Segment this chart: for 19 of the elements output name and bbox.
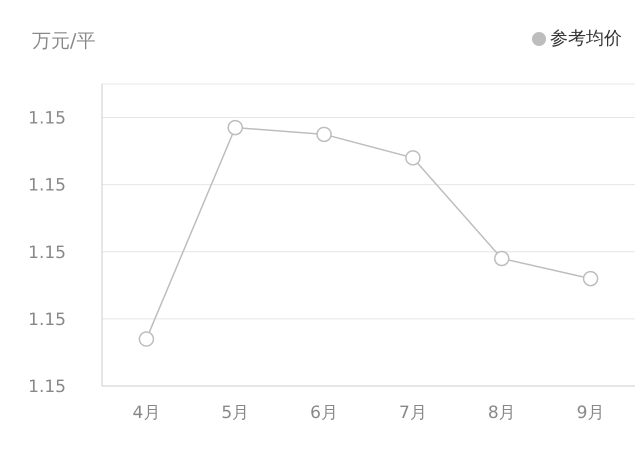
legend-label: 参考均价 (550, 28, 622, 49)
y-tick-label: 1.15 (28, 108, 66, 129)
x-tick-label: 4月 (132, 403, 160, 424)
point (582, 270, 598, 286)
point (316, 126, 332, 142)
point (138, 331, 154, 347)
point (405, 150, 421, 166)
x-tick-label: 6月 (310, 403, 338, 424)
x-tick-label: 8月 (488, 403, 516, 424)
y-axis-title: 万元/平 (32, 29, 96, 54)
y-tick-label: 1.15 (28, 176, 66, 196)
y-tick-label: 1.15 (28, 242, 66, 263)
x-tick-label: 7月 (399, 403, 427, 424)
x-tick-label: 5月 (221, 403, 250, 424)
point (228, 120, 243, 136)
y-tick-label: 1.15 (28, 310, 66, 330)
y-tick-label: 1.15 (28, 377, 66, 398)
x-tick-label: 9月 (576, 403, 604, 424)
point (494, 250, 510, 266)
